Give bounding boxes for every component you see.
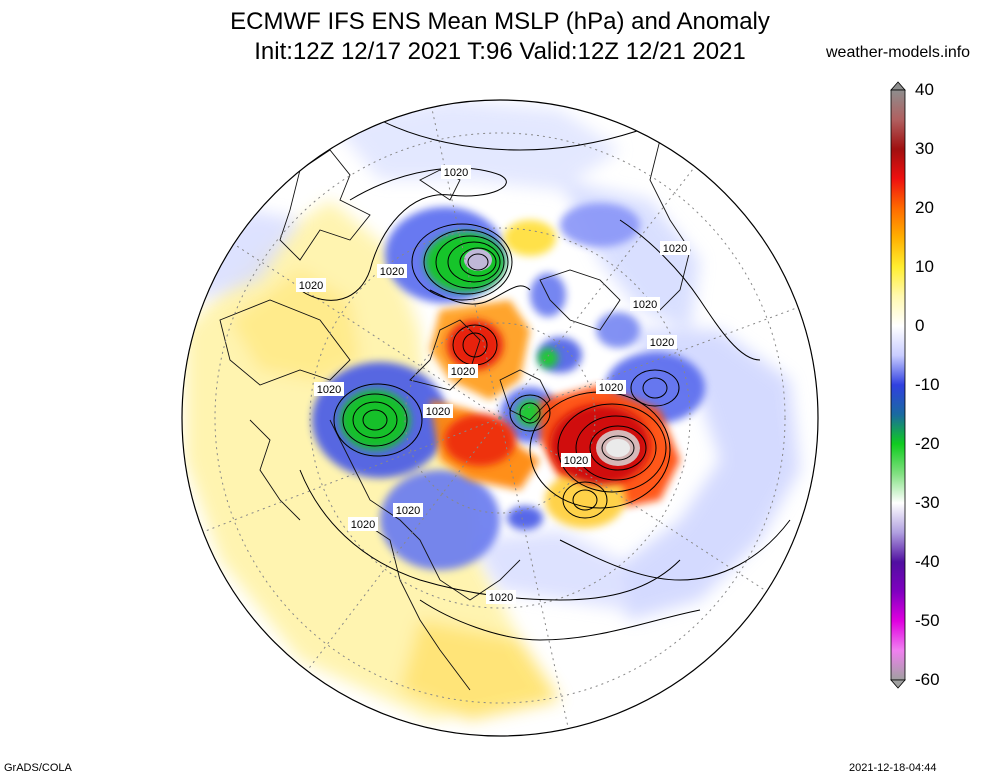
map-title-line-2: Init:12Z 12/17 2021 T:96 Valid:12Z 12/21… xyxy=(254,38,746,65)
colorbar-tick-label: -60 xyxy=(915,670,940,689)
isobars xyxy=(299,119,791,641)
colorbar-top-arrow xyxy=(890,81,906,91)
colorbar-tick-label: -40 xyxy=(915,552,940,571)
graticule xyxy=(182,100,818,736)
colorbar xyxy=(890,81,906,689)
credit-label: weather-models.info xyxy=(826,44,971,61)
contour-label-text: 1020 xyxy=(663,243,687,255)
colorbar-tick-label: -10 xyxy=(915,375,940,394)
colorbar-tick-label: 20 xyxy=(915,198,934,217)
contour-label-text: 1020 xyxy=(444,167,468,179)
contour-label-text: 1020 xyxy=(633,299,657,311)
colorbar-bar xyxy=(890,89,906,681)
contour-label: 1020 xyxy=(393,503,423,517)
contour-label-text: 1020 xyxy=(317,384,341,396)
contour-label-text: 1020 xyxy=(489,592,513,604)
colorbar-tick-label: -20 xyxy=(915,434,940,453)
contour-label-text: 1020 xyxy=(299,280,323,292)
contour-labels: 1020 1020 1020 1020 1020 1020 1020 1020 … xyxy=(296,165,690,604)
contour-label: 1020 xyxy=(377,264,407,278)
contour-label-text: 1020 xyxy=(564,455,588,467)
contour-label: 1020 xyxy=(314,382,344,396)
contour-label-text: 1020 xyxy=(396,505,420,517)
contour-label: 1020 xyxy=(441,165,471,179)
contour-label-text: 1020 xyxy=(650,337,674,349)
colorbar-tick-label: -50 xyxy=(915,611,940,630)
contour-label: 1020 xyxy=(348,517,378,531)
contour-label: 1020 xyxy=(486,590,516,604)
colorbar-tick-label: 0 xyxy=(915,316,925,335)
contour-label-text: 1020 xyxy=(451,366,475,378)
contour-label-text: 1020 xyxy=(599,382,623,394)
contour-label: 1020 xyxy=(630,297,660,311)
colorbar-tick-label: 10 xyxy=(915,257,934,276)
anomaly-field xyxy=(185,100,800,720)
colorbar-tick-label: 30 xyxy=(915,139,934,158)
contour-label: 1020 xyxy=(596,380,626,394)
coastlines xyxy=(219,100,691,691)
deep-low-core xyxy=(464,249,492,271)
contour-label-text: 1020 xyxy=(351,519,375,531)
colorbar-tick-label: -30 xyxy=(915,493,940,512)
contour-label-text: 1020 xyxy=(380,266,404,278)
map-title-line-1: ECMWF IFS ENS Mean MSLP (hPa) and Anomal… xyxy=(230,8,770,35)
contour-label: 1020 xyxy=(423,404,453,418)
contour-label: 1020 xyxy=(647,335,677,349)
contour-label: 1020 xyxy=(296,278,326,292)
footer-timestamp: 2021-12-18-04:44 xyxy=(849,762,937,774)
contour-label: 1020 xyxy=(561,453,591,467)
contour-label: 1020 xyxy=(660,241,690,255)
contour-label-text: 1020 xyxy=(426,406,450,418)
footer-software: GrADS/COLA xyxy=(4,762,72,774)
map-boundary xyxy=(181,99,819,737)
contour-label: 1020 xyxy=(448,364,478,378)
colorbar-tick-label: 40 xyxy=(915,80,934,99)
colorbar-bottom-arrow xyxy=(890,679,906,689)
